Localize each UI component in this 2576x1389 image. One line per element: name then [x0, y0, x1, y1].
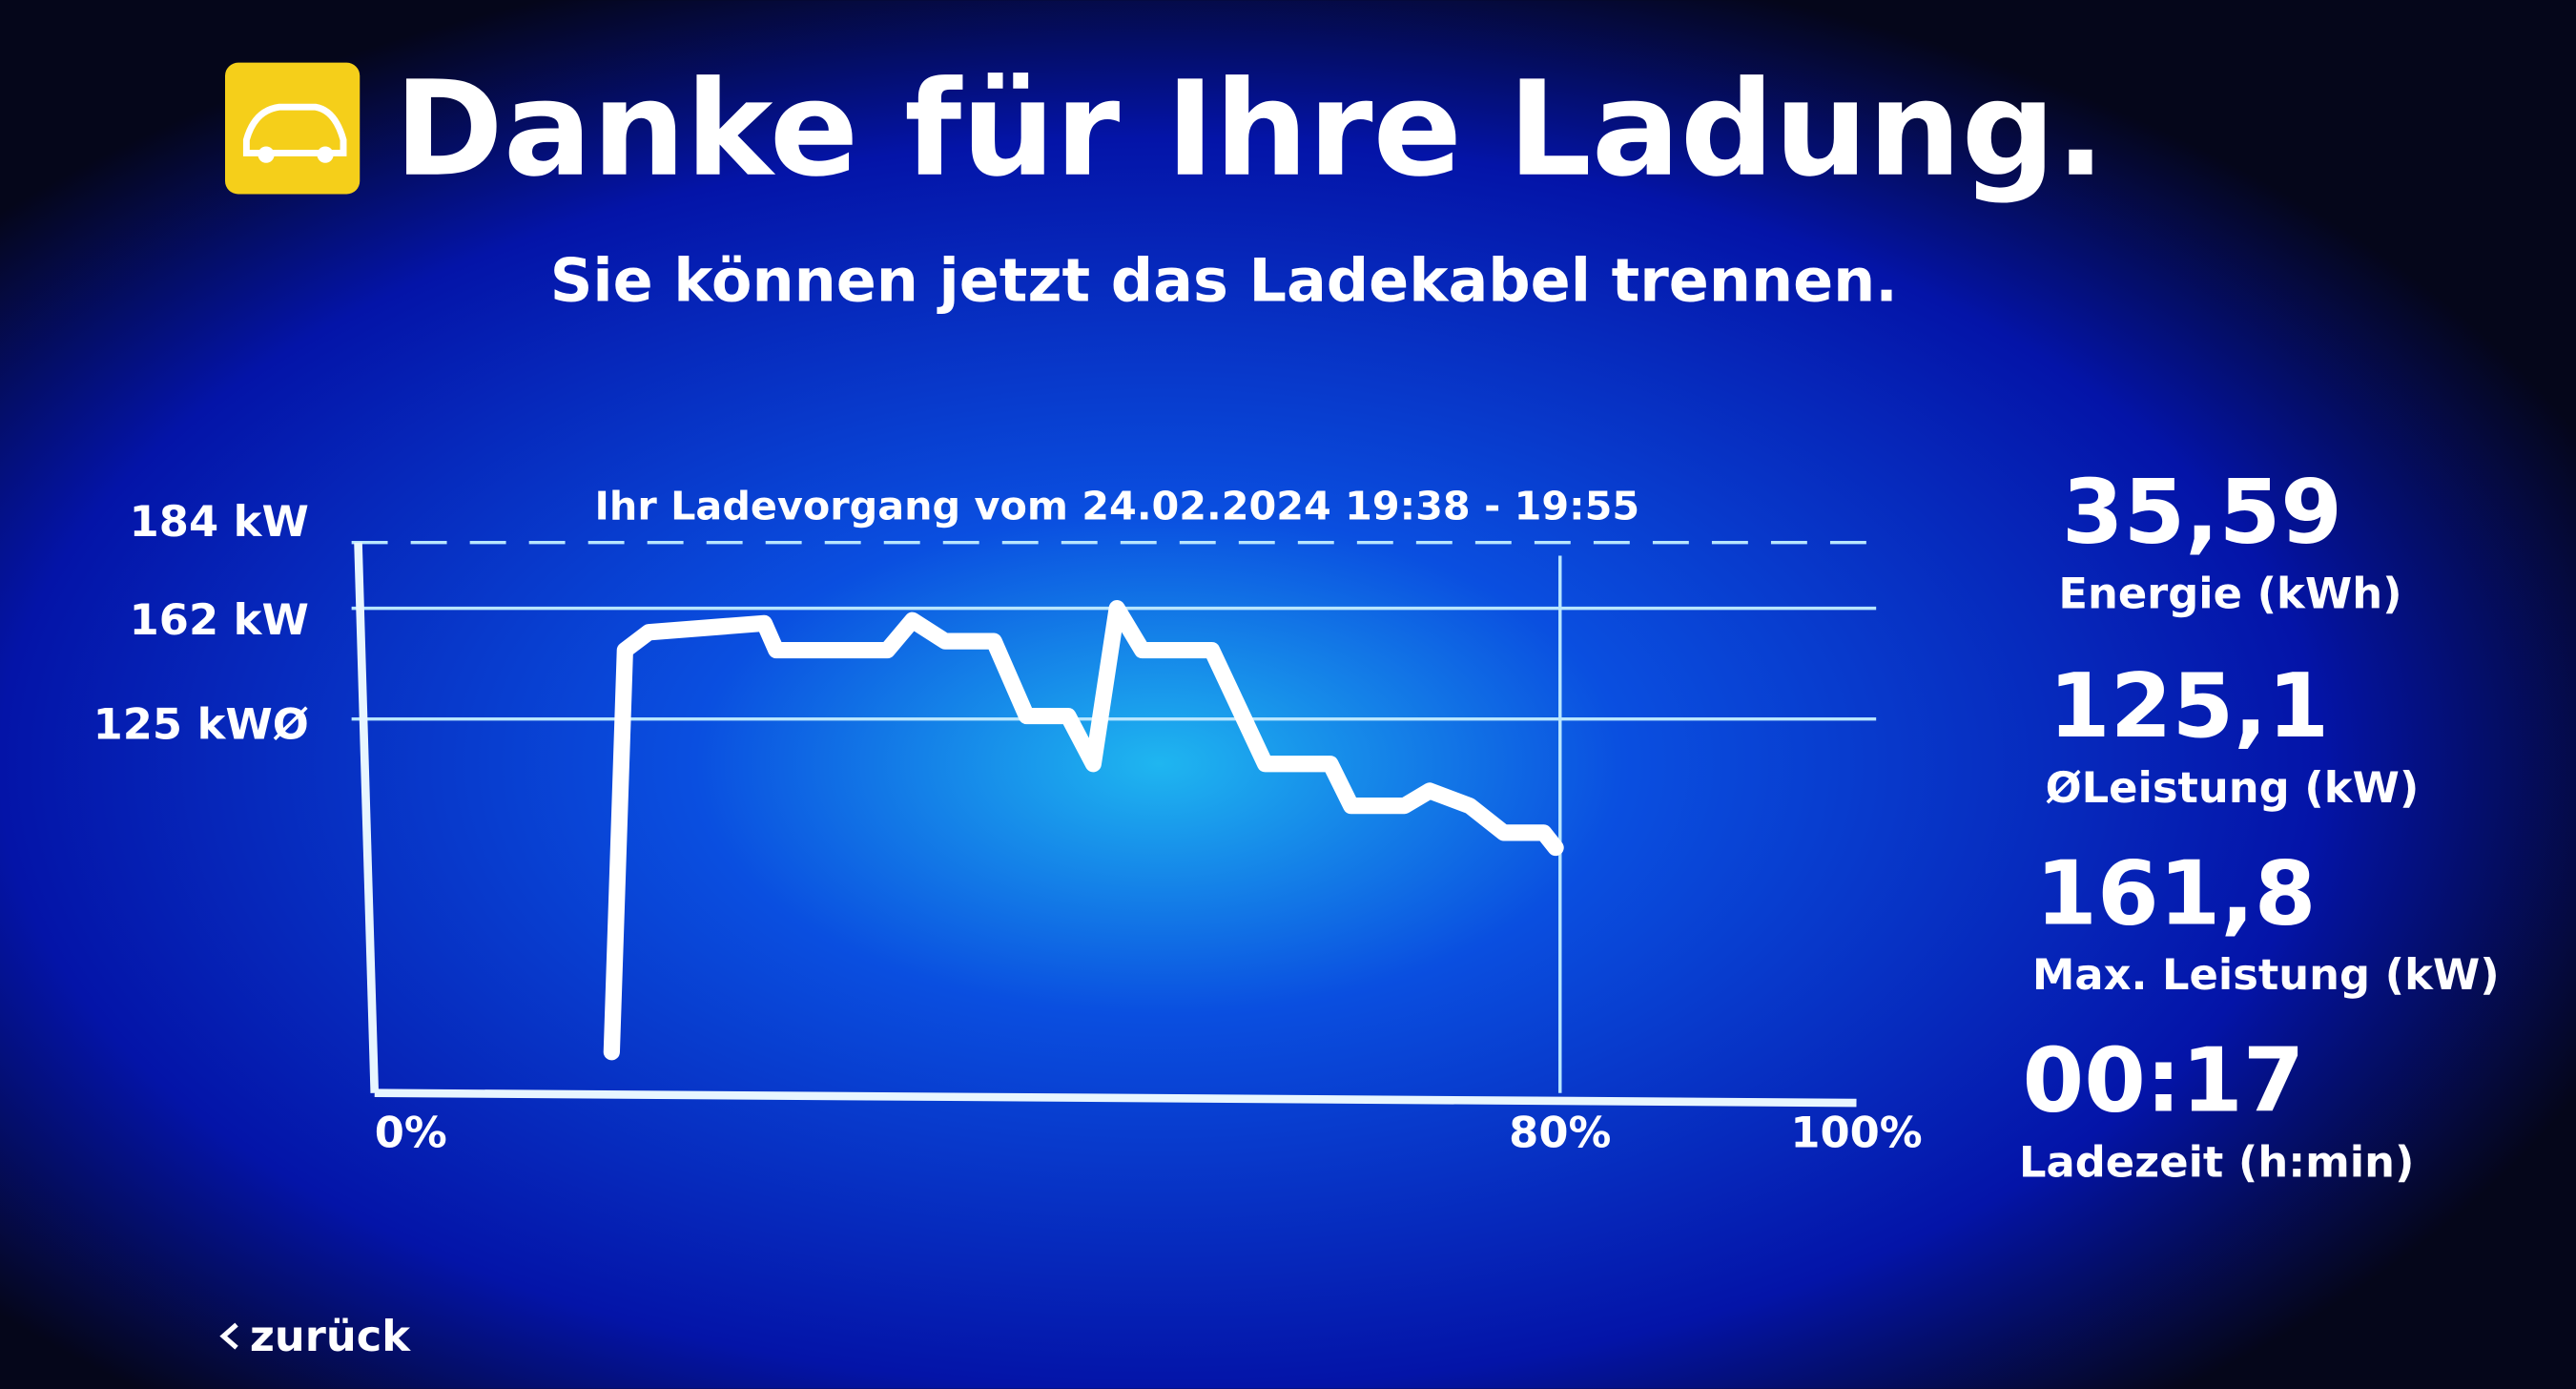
- x-axis: [374, 1088, 1857, 1108]
- back-button[interactable]: zurück: [219, 1311, 411, 1361]
- y-axis: [354, 542, 380, 1093]
- chart-title: Ihr Ladevorgang vom 24.02.2024 19:38 - 1…: [595, 484, 1640, 529]
- title: Danke für Ihre Ladung.: [394, 53, 2105, 206]
- y-tick-label: 162 kW: [130, 594, 309, 645]
- y-tick-label: 125 kWØ: [93, 698, 309, 749]
- x-tick-label: 80%: [1509, 1108, 1611, 1158]
- y-tick-label: 184 kW: [130, 496, 309, 547]
- chart: 184 kW 162 kW 125 kWØ 0% 80% 100%: [93, 496, 1923, 1158]
- power-line: [603, 600, 1564, 1061]
- stat-value: 35,59: [2062, 461, 2342, 564]
- x-tick-label: 100%: [1790, 1108, 1922, 1158]
- charging-icon: [224, 62, 361, 195]
- stat-label: Max. Leistung (kW): [2032, 949, 2500, 1000]
- stat-value: 125,1: [2049, 654, 2329, 757]
- subtitle: Sie können jetzt das Ladekabel trennen.: [550, 245, 1898, 315]
- stat-label: Energie (kWh): [2058, 569, 2401, 619]
- back-label[interactable]: zurück: [250, 1311, 411, 1361]
- stat-value: 161,8: [2035, 841, 2316, 944]
- stat-label: ØLeistung (kW): [2046, 762, 2420, 813]
- stat-value: 00:17: [2022, 1029, 2304, 1132]
- x-tick-label: 0%: [375, 1108, 447, 1158]
- stat-label: Ladezeit (h:min): [2019, 1137, 2414, 1188]
